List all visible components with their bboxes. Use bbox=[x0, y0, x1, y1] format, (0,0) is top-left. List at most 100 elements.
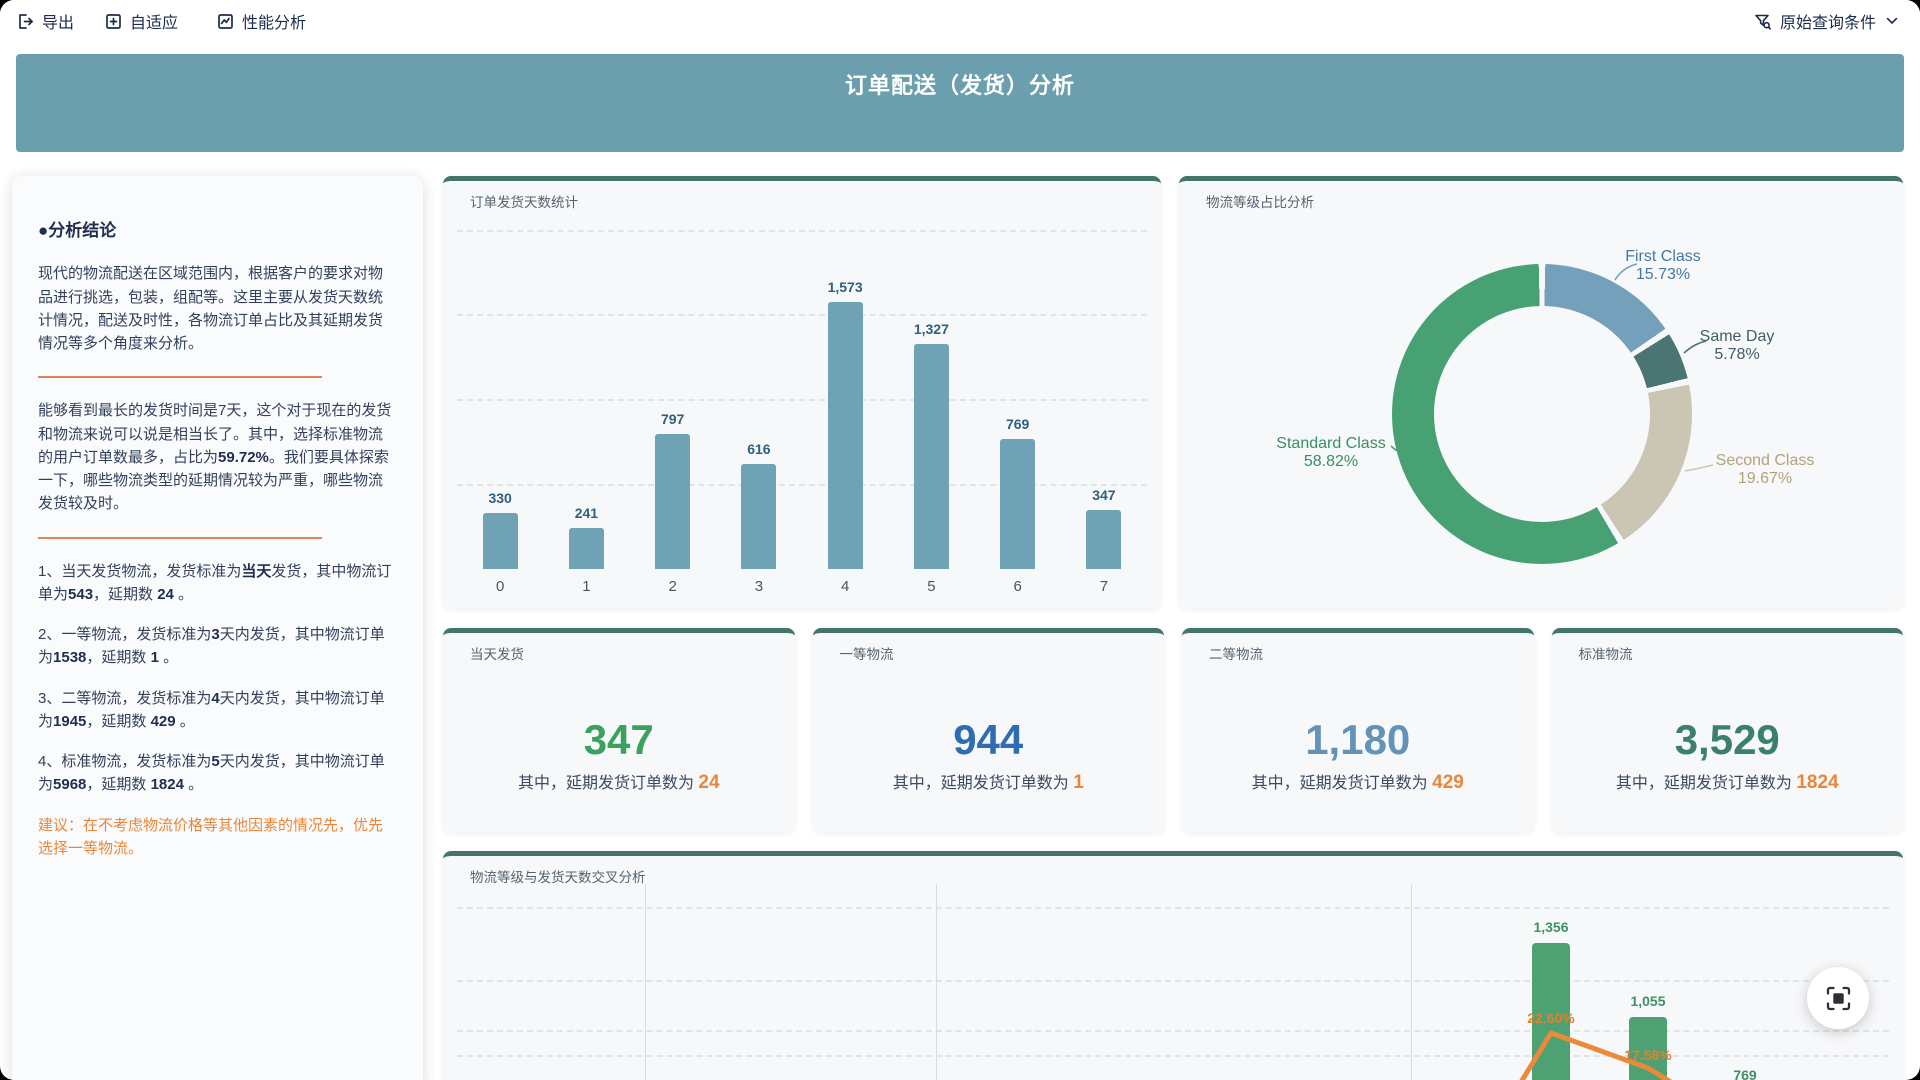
kpi-title: 二等物流 bbox=[1209, 647, 1263, 662]
donut-callout-label: Same Day 5.78% bbox=[1667, 328, 1807, 364]
bar-value-label: 330 bbox=[488, 489, 512, 506]
gridline bbox=[457, 484, 1147, 487]
analysis-paragraph-2: 能够看到最长的发货时间是7天，这个对于现在的发货和物流来说可以说是相当长了。其中… bbox=[38, 402, 392, 513]
kpi-card: 标准物流 3,529 其中，延期发货订单数为 1824 bbox=[1551, 628, 1903, 833]
kpi-row: 当天发货 347 其中，延期发货订单数为 24 一等物流 944 其中，延期发货订单数为 … bbox=[443, 628, 1903, 833]
bar-value-label: 616 bbox=[747, 441, 771, 458]
analysis-title: ●分析结论 bbox=[38, 221, 117, 240]
kpi-subtitle: 其中，延期发货订单数为 24 bbox=[517, 772, 720, 793]
donut-label-name: Standard Class bbox=[1276, 435, 1386, 452]
fullscreen-icon bbox=[1826, 986, 1850, 1010]
donut-label-name: Same Day bbox=[1699, 328, 1775, 345]
divider bbox=[38, 536, 322, 539]
bar-value-label: 1,055 bbox=[1630, 993, 1666, 1009]
donut-label-percent: 19.67% bbox=[1737, 470, 1793, 487]
category-separator bbox=[936, 884, 937, 1080]
x-axis-label: 1 bbox=[582, 578, 591, 595]
kpi-subtitle: 其中，延期发货订单数为 1 bbox=[892, 772, 1084, 793]
performance-button[interactable]: 性能分析 bbox=[216, 9, 306, 33]
gridline bbox=[457, 229, 1147, 232]
bar-value-label: 769 bbox=[1733, 1067, 1757, 1080]
category-separator bbox=[645, 884, 646, 1080]
x-axis-label: 0 bbox=[495, 578, 505, 595]
bar[interactable] bbox=[741, 464, 777, 569]
filter-search-icon bbox=[1755, 14, 1771, 30]
bar-value-label: 797 bbox=[660, 410, 685, 427]
analysis-panel: ●分析结论 现代的物流配送在区域范围内，根据客户的要求对物品进行挑选，包装，组配… bbox=[12, 176, 423, 1080]
kpi-subtitle: 其中，延期发货订单数为 1824 bbox=[1615, 772, 1839, 793]
analysis-item: 2、一等物流，发货标准为3天内发货，其中物流订单为1538，延期数 1 。 bbox=[38, 626, 385, 667]
x-axis-label: 3 bbox=[754, 578, 764, 595]
donut-label-name: Second Class bbox=[1715, 452, 1815, 469]
bar[interactable] bbox=[1000, 438, 1036, 569]
page-title: 订单配送（发货）分析 bbox=[844, 73, 1075, 98]
export-icon bbox=[19, 13, 33, 29]
kpi-value: 347 bbox=[583, 716, 654, 763]
adaptive-grid-icon bbox=[106, 13, 121, 29]
chevron-down-icon bbox=[1886, 17, 1898, 24]
gridline bbox=[457, 399, 1147, 402]
bar[interactable] bbox=[1086, 510, 1122, 569]
class-days-cross-chart-card: 物流等级与发货天数交叉分析 1,356 1,055 769 22.60% 17.58% bbox=[443, 851, 1903, 1080]
analysis-items: 1、当天发货物流，发货标准为当天发货，其中物流订单为543，延期数 24 。 2、… bbox=[38, 560, 397, 797]
kpi-value: 3,529 bbox=[1674, 716, 1780, 763]
performance-chart-icon bbox=[218, 13, 233, 29]
bar-value-label: 1,573 bbox=[827, 279, 863, 296]
line-percent-label: 22.60% bbox=[1527, 1010, 1575, 1026]
kpi-title: 一等物流 bbox=[839, 647, 894, 662]
donut-label-percent: 5.78% bbox=[1714, 346, 1760, 363]
ship-class-donut-chart-card: 物流等级占比分析 First Class 15.73% Same Day 5.78% S… bbox=[1179, 176, 1903, 609]
adaptive-label: 自适应 bbox=[130, 15, 179, 32]
kpi-value: 944 bbox=[953, 716, 1024, 763]
x-axis-label: 6 bbox=[1013, 578, 1022, 595]
x-axis-label: 5 bbox=[927, 578, 936, 595]
bar[interactable] bbox=[482, 512, 518, 569]
kpi-subtitle: 其中，延期发货订单数为 429 bbox=[1251, 772, 1464, 793]
bar[interactable] bbox=[568, 528, 604, 569]
report-banner: 订单配送（发货）分析 bbox=[16, 54, 1904, 152]
bar-value-label: 1,327 bbox=[913, 320, 949, 337]
donut-hole bbox=[1434, 306, 1650, 522]
analysis-item: 3、二等物流，发货标准为4天内发货，其中物流订单为1945，延期数 429 。 bbox=[38, 689, 385, 730]
query-label: 原始查询条件 bbox=[1779, 15, 1876, 32]
performance-label: 性能分析 bbox=[242, 15, 307, 32]
donut-label-percent: 58.82% bbox=[1303, 453, 1359, 470]
kpi-card: 一等物流 944 其中，延期发货订单数为 1 bbox=[812, 628, 1164, 833]
adaptive-button[interactable]: 自适应 bbox=[104, 9, 178, 33]
bar-chart-title: 订单发货天数统计 bbox=[470, 195, 578, 210]
kpi-title: 当天发货 bbox=[470, 647, 524, 662]
x-axis-label: 7 bbox=[1099, 578, 1109, 595]
bar-value-label: 769 bbox=[1005, 415, 1030, 432]
bar-value-label: 241 bbox=[574, 505, 599, 522]
category-separator bbox=[1411, 884, 1412, 1080]
donut-callout-label: Standard Class 58.82% bbox=[1261, 435, 1401, 471]
gridline bbox=[457, 980, 1889, 982]
gridline bbox=[457, 1030, 1889, 1032]
analysis-item: 4、标准物流，发货标准为5天内发货，其中物流订单为5968，延期数 1824 。 bbox=[38, 753, 385, 794]
bar[interactable] bbox=[655, 433, 691, 569]
analysis-advice: 建议：在不考虑物流价格等其他因素的情况先，优先选择一等物流。 bbox=[38, 816, 384, 857]
x-axis-label: 2 bbox=[668, 578, 677, 595]
export-button[interactable]: 导出 bbox=[16, 9, 74, 33]
combo-chart-title: 物流等级与发货天数交叉分析 bbox=[470, 870, 646, 885]
export-label: 导出 bbox=[42, 15, 75, 32]
bar-value-label: 347 bbox=[1092, 487, 1116, 504]
donut-callout-label: Second Class 19.67% bbox=[1695, 452, 1835, 488]
kpi-value: 1,180 bbox=[1305, 716, 1411, 763]
gridline bbox=[457, 907, 1889, 909]
donut-chart-title: 物流等级占比分析 bbox=[1206, 195, 1314, 210]
analysis-item: 1、当天发货物流，发货标准为当天发货，其中物流订单为543，延期数 24 。 bbox=[38, 562, 392, 603]
bar-value-label: 1,356 bbox=[1533, 919, 1569, 935]
shipping-days-bar-chart-card: 订单发货天数统计 330 0 241 1 797 2 616 3 1,573 4 1,327 5 769… bbox=[443, 176, 1161, 609]
bar[interactable] bbox=[913, 343, 949, 569]
toolbar: 导出 自适应 性能分析 原始查询条件 bbox=[0, 0, 1920, 42]
analysis-paragraph-1: 现代的物流配送在区域范围内，根据客户的要求对物品进行挑选，包装，组配等。这里主要… bbox=[38, 265, 384, 353]
bar[interactable] bbox=[827, 302, 863, 569]
kpi-card: 二等物流 1,180 其中，延期发货订单数为 429 bbox=[1182, 628, 1534, 833]
gridline bbox=[457, 1055, 1889, 1057]
fullscreen-button[interactable] bbox=[1807, 967, 1869, 1029]
line-percent-label: 17.58% bbox=[1624, 1047, 1672, 1063]
original-query-dropdown[interactable]: 原始查询条件 bbox=[1753, 9, 1900, 33]
gridline bbox=[457, 314, 1147, 317]
